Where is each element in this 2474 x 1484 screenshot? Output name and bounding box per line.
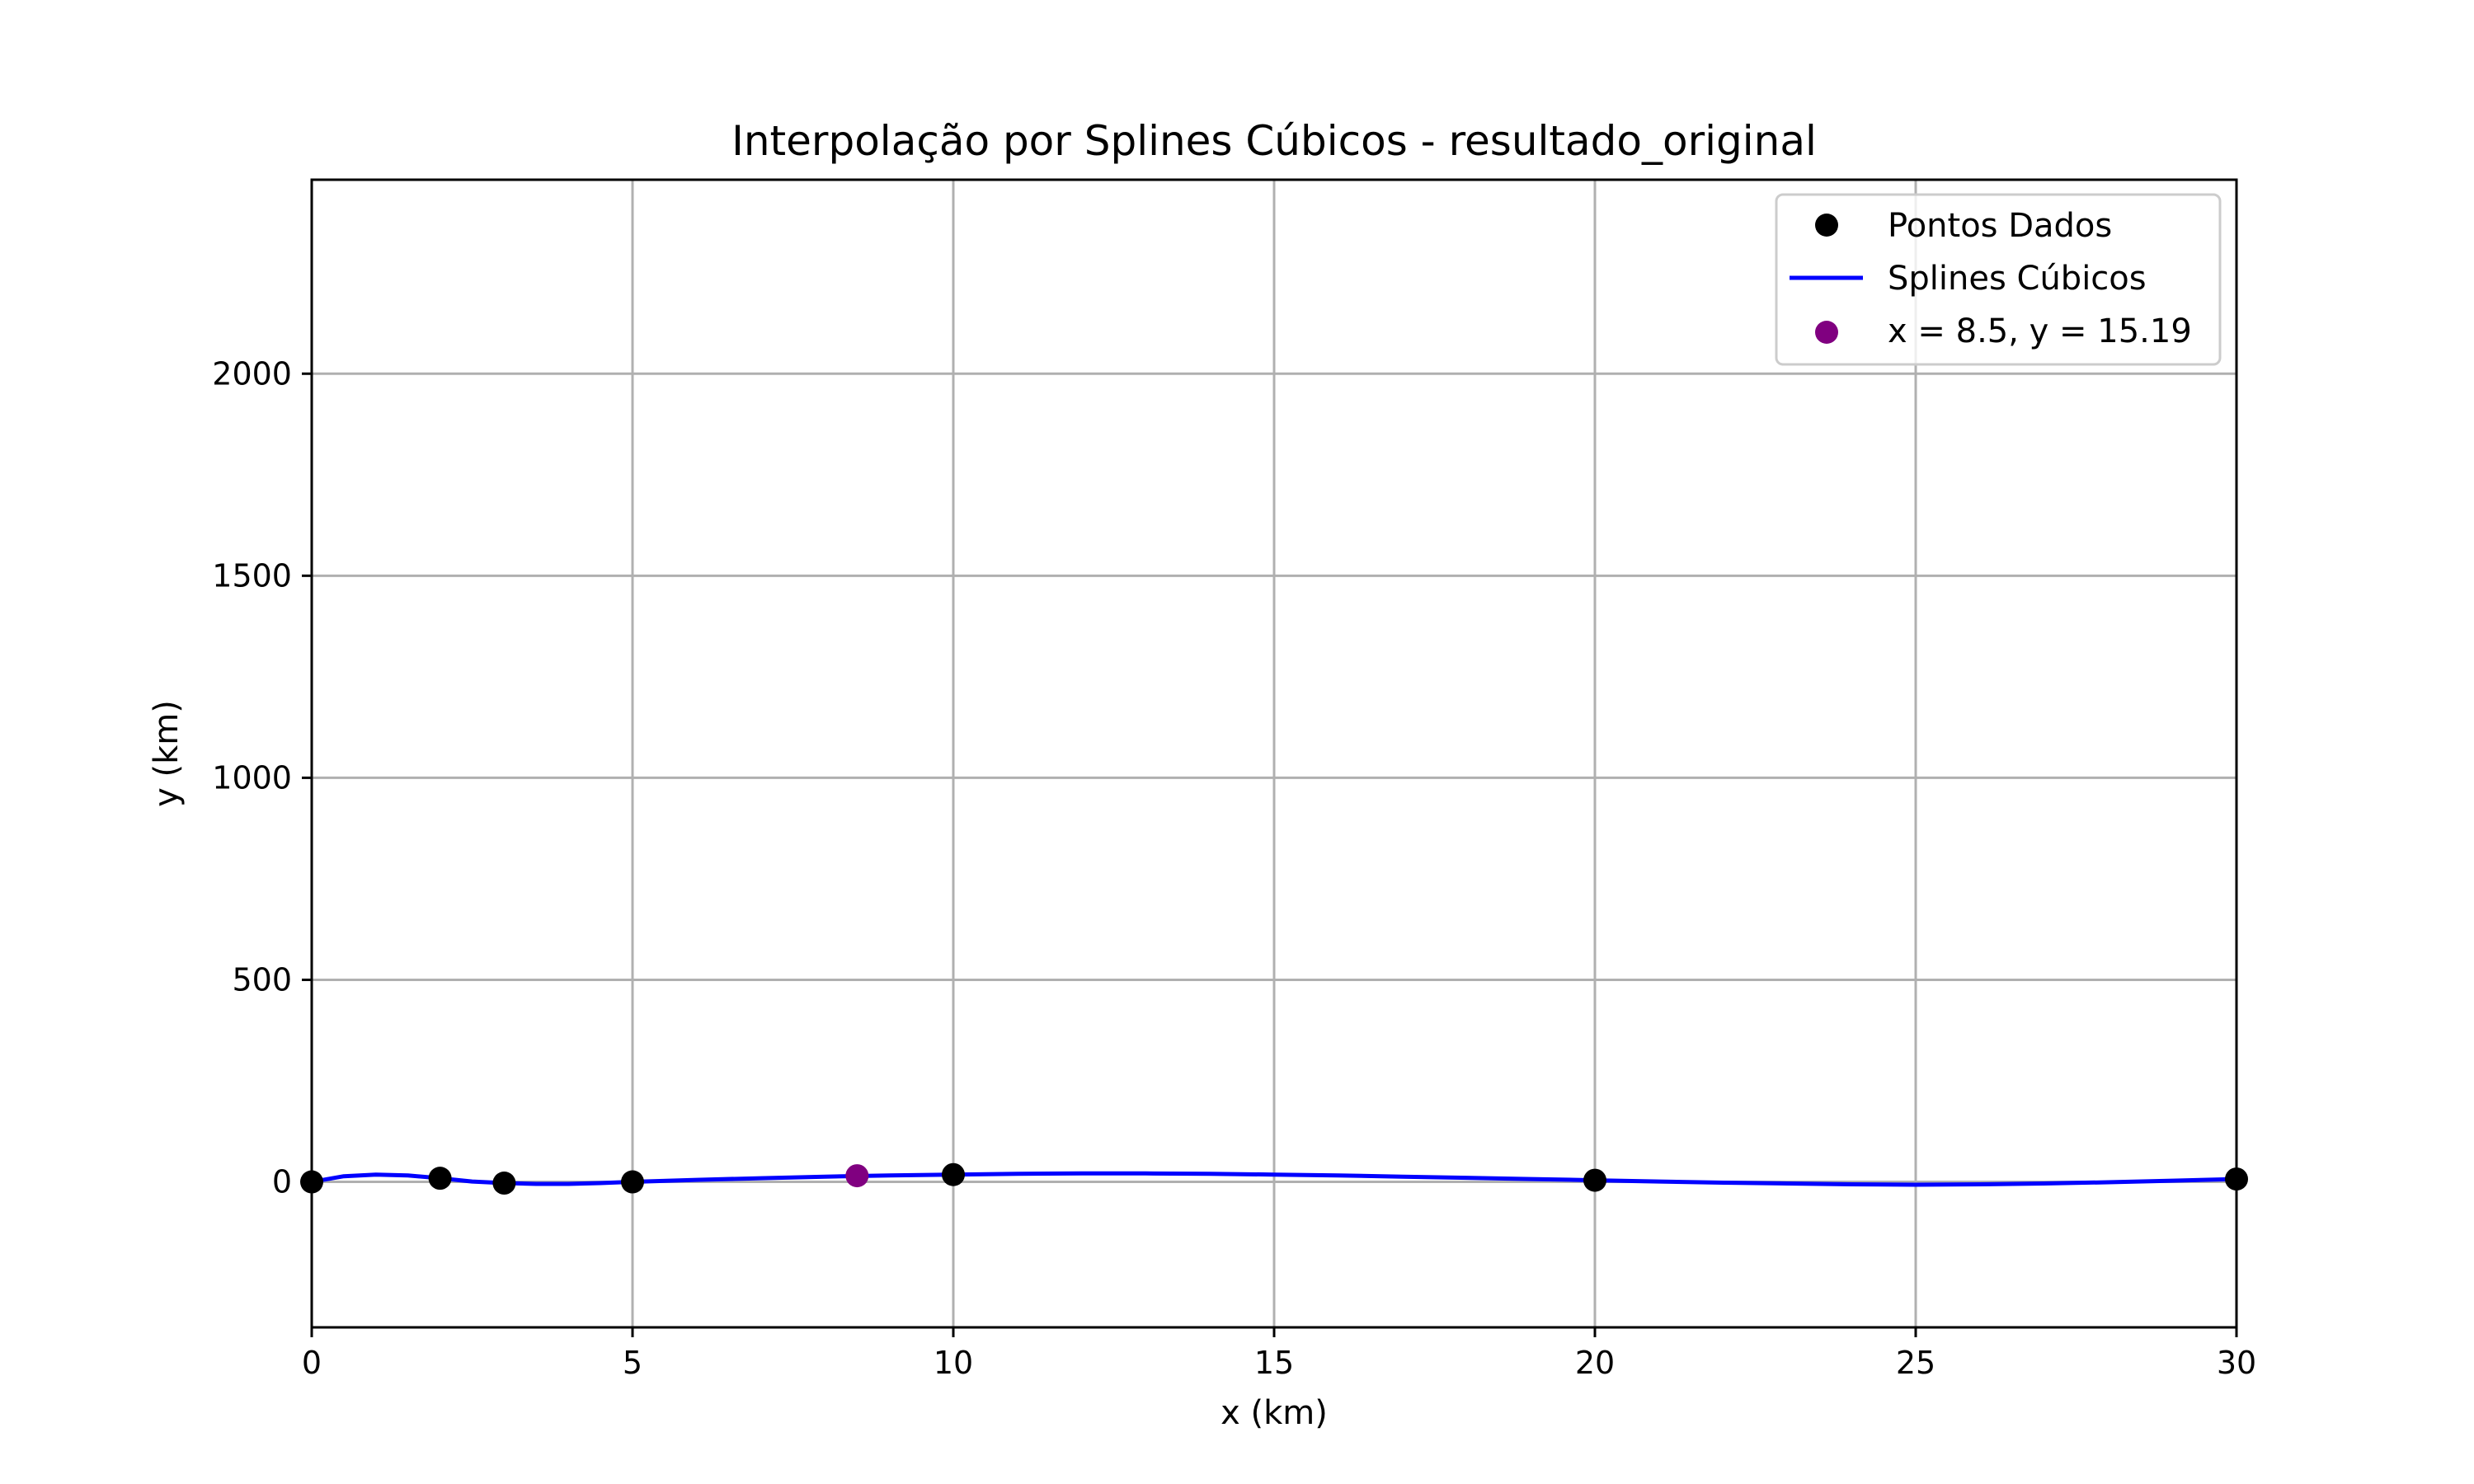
x-axis-label: x (km)	[1221, 1394, 1328, 1432]
legend-label-pontos-dados: Pontos Dados	[1888, 207, 2112, 245]
y-tick-label: 500	[232, 961, 292, 998]
x-tick-label: 30	[2217, 1345, 2256, 1381]
x-tick-label: 5	[623, 1345, 642, 1381]
axis-ticks: 0 5 10 15 20 25 30 0 500 1000 1500 2000	[212, 355, 2256, 1381]
data-point	[942, 1162, 965, 1186]
y-axis-label: y (km)	[148, 700, 186, 807]
legend: Pontos Dados Splines Cúbicos x = 8.5, y …	[1775, 193, 2222, 366]
legend-label-evaluated-point: x = 8.5, y = 15.19	[1888, 312, 2192, 350]
x-tick-label: 25	[1896, 1345, 1935, 1381]
y-tick-label: 0	[272, 1164, 292, 1200]
y-tick-label: 1500	[212, 557, 292, 594]
evaluated-point	[845, 1164, 869, 1188]
x-tick-label: 10	[934, 1345, 973, 1381]
legend-marker-evaluated-point	[1815, 321, 1838, 344]
chart-title: Interpolação por Splines Cúbicos - resul…	[731, 117, 1817, 165]
legend-frame	[1775, 193, 2222, 366]
x-tick-label: 15	[1254, 1345, 1294, 1381]
x-tick-label: 0	[302, 1345, 322, 1381]
data-point	[492, 1172, 516, 1195]
data-point	[1583, 1168, 1606, 1192]
data-point	[621, 1170, 644, 1194]
y-tick-label: 2000	[212, 355, 292, 392]
x-tick-label: 20	[1575, 1345, 1615, 1381]
data-point	[428, 1167, 452, 1190]
legend-marker-pontos-dados	[1815, 214, 1838, 237]
legend-label-splines-cubicos: Splines Cúbicos	[1888, 260, 2147, 298]
y-tick-label: 1000	[212, 759, 292, 796]
